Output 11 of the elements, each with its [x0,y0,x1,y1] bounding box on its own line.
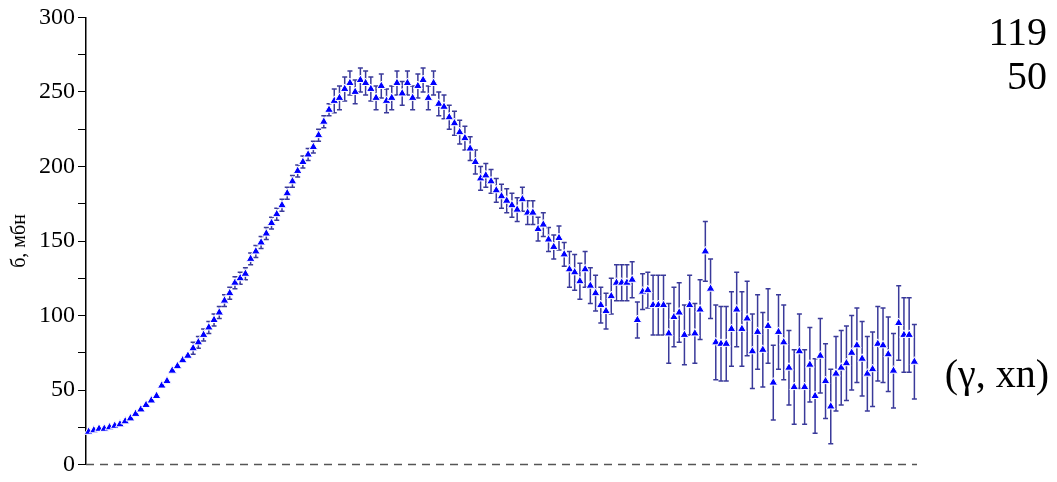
y-tick-label: 50 [51,375,75,402]
y-tick-label: 300 [39,2,75,29]
text: 50 [1007,52,1047,99]
y-tick-label: 200 [39,151,75,178]
y-axis-title: б, мбн [7,213,30,268]
y-tick-label: 150 [39,226,75,253]
text: 119 [988,8,1047,55]
y-tick-label: 100 [39,300,75,327]
text: (γ, xn) [944,350,1049,397]
y-tick-label: 250 [39,77,75,104]
y-tick-label: 0 [63,449,75,476]
